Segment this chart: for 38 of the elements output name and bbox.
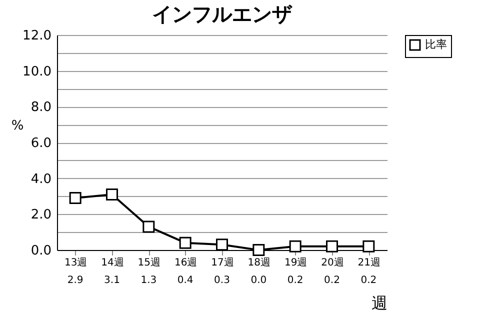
point <box>326 240 338 252</box>
x-tick-label: 13週 <box>64 258 88 268</box>
data-label: 3.1 <box>104 275 120 286</box>
point <box>69 192 82 204</box>
y-axis-title: % <box>11 118 24 134</box>
point <box>216 238 228 251</box>
data-label: 0.3 <box>214 275 230 286</box>
point <box>179 236 192 249</box>
x-tick-label: 15週 <box>138 258 161 268</box>
x-tick-label: 14週 <box>101 258 124 268</box>
data-label: 0.2 <box>360 275 377 286</box>
text: 6.0 <box>30 136 52 151</box>
text: 12.0 <box>22 28 52 44</box>
text: 2.0 <box>30 208 52 223</box>
x-tick-label: 19週 <box>284 258 308 268</box>
data-label: 1.3 <box>140 275 157 286</box>
x-tick-label: 21週 <box>358 258 381 268</box>
text: 4.0 <box>30 172 52 187</box>
text: 0.0 <box>30 244 52 258</box>
x-axis-title: 週 <box>372 294 388 312</box>
chart-title: インフルエンザ <box>152 2 293 26</box>
point <box>142 220 155 233</box>
x-tick-label: 20週 <box>321 258 344 268</box>
data-label: 0.4 <box>177 275 194 286</box>
data-label: 0.2 <box>287 275 304 286</box>
text: 10.0 <box>22 64 52 80</box>
legend-label: 比率 <box>425 38 447 51</box>
x-tick-label: 17週 <box>211 258 234 268</box>
text: 8.0 <box>30 100 52 116</box>
point <box>252 244 265 256</box>
point <box>106 188 118 200</box>
data-label: 0.0 <box>250 275 267 286</box>
data-label: 2.9 <box>67 275 84 286</box>
data-label: 0.2 <box>324 275 340 286</box>
point <box>362 240 375 252</box>
point <box>289 240 302 252</box>
x-tick-label: 18週 <box>248 258 271 268</box>
x-tick-label: 16週 <box>174 258 198 268</box>
